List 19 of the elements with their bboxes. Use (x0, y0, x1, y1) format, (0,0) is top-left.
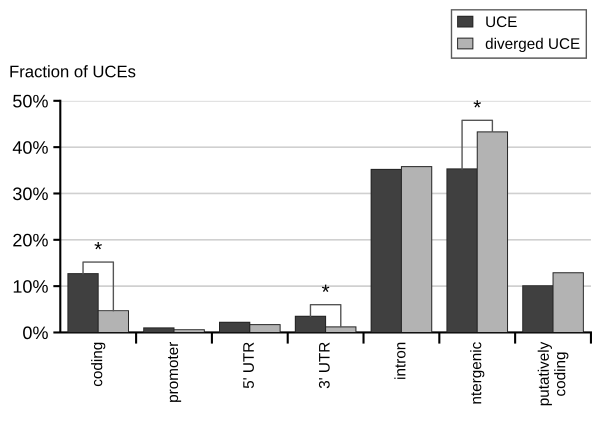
x-tick-label: promoter (168, 342, 182, 402)
y-tick-label: 20% (13, 234, 48, 247)
x-tick-label: 3' UTR (318, 342, 330, 388)
x-tick-label: putatively coding (538, 342, 568, 406)
y-axis-title: Fraction of UCEs (10, 65, 136, 78)
y-tick-label: 50% (13, 94, 48, 108)
x-tick-label: ntergenic (470, 342, 484, 404)
annotation: * (322, 284, 330, 292)
x-tick-label: coding (91, 342, 106, 386)
annotation: * (474, 100, 481, 108)
y-tick-label: 30% (13, 187, 48, 200)
x-tick-label: intron (394, 342, 406, 379)
y-tick-label: 40% (12, 141, 48, 154)
x-tick-label: 5' UTR (243, 342, 254, 388)
y-tick-label: 0% (23, 326, 48, 340)
legend-label: UCE (486, 16, 517, 28)
y-tick-label: 10% (14, 280, 48, 293)
legend-label: diverged UCE (486, 38, 580, 52)
annotation: * (94, 242, 102, 250)
